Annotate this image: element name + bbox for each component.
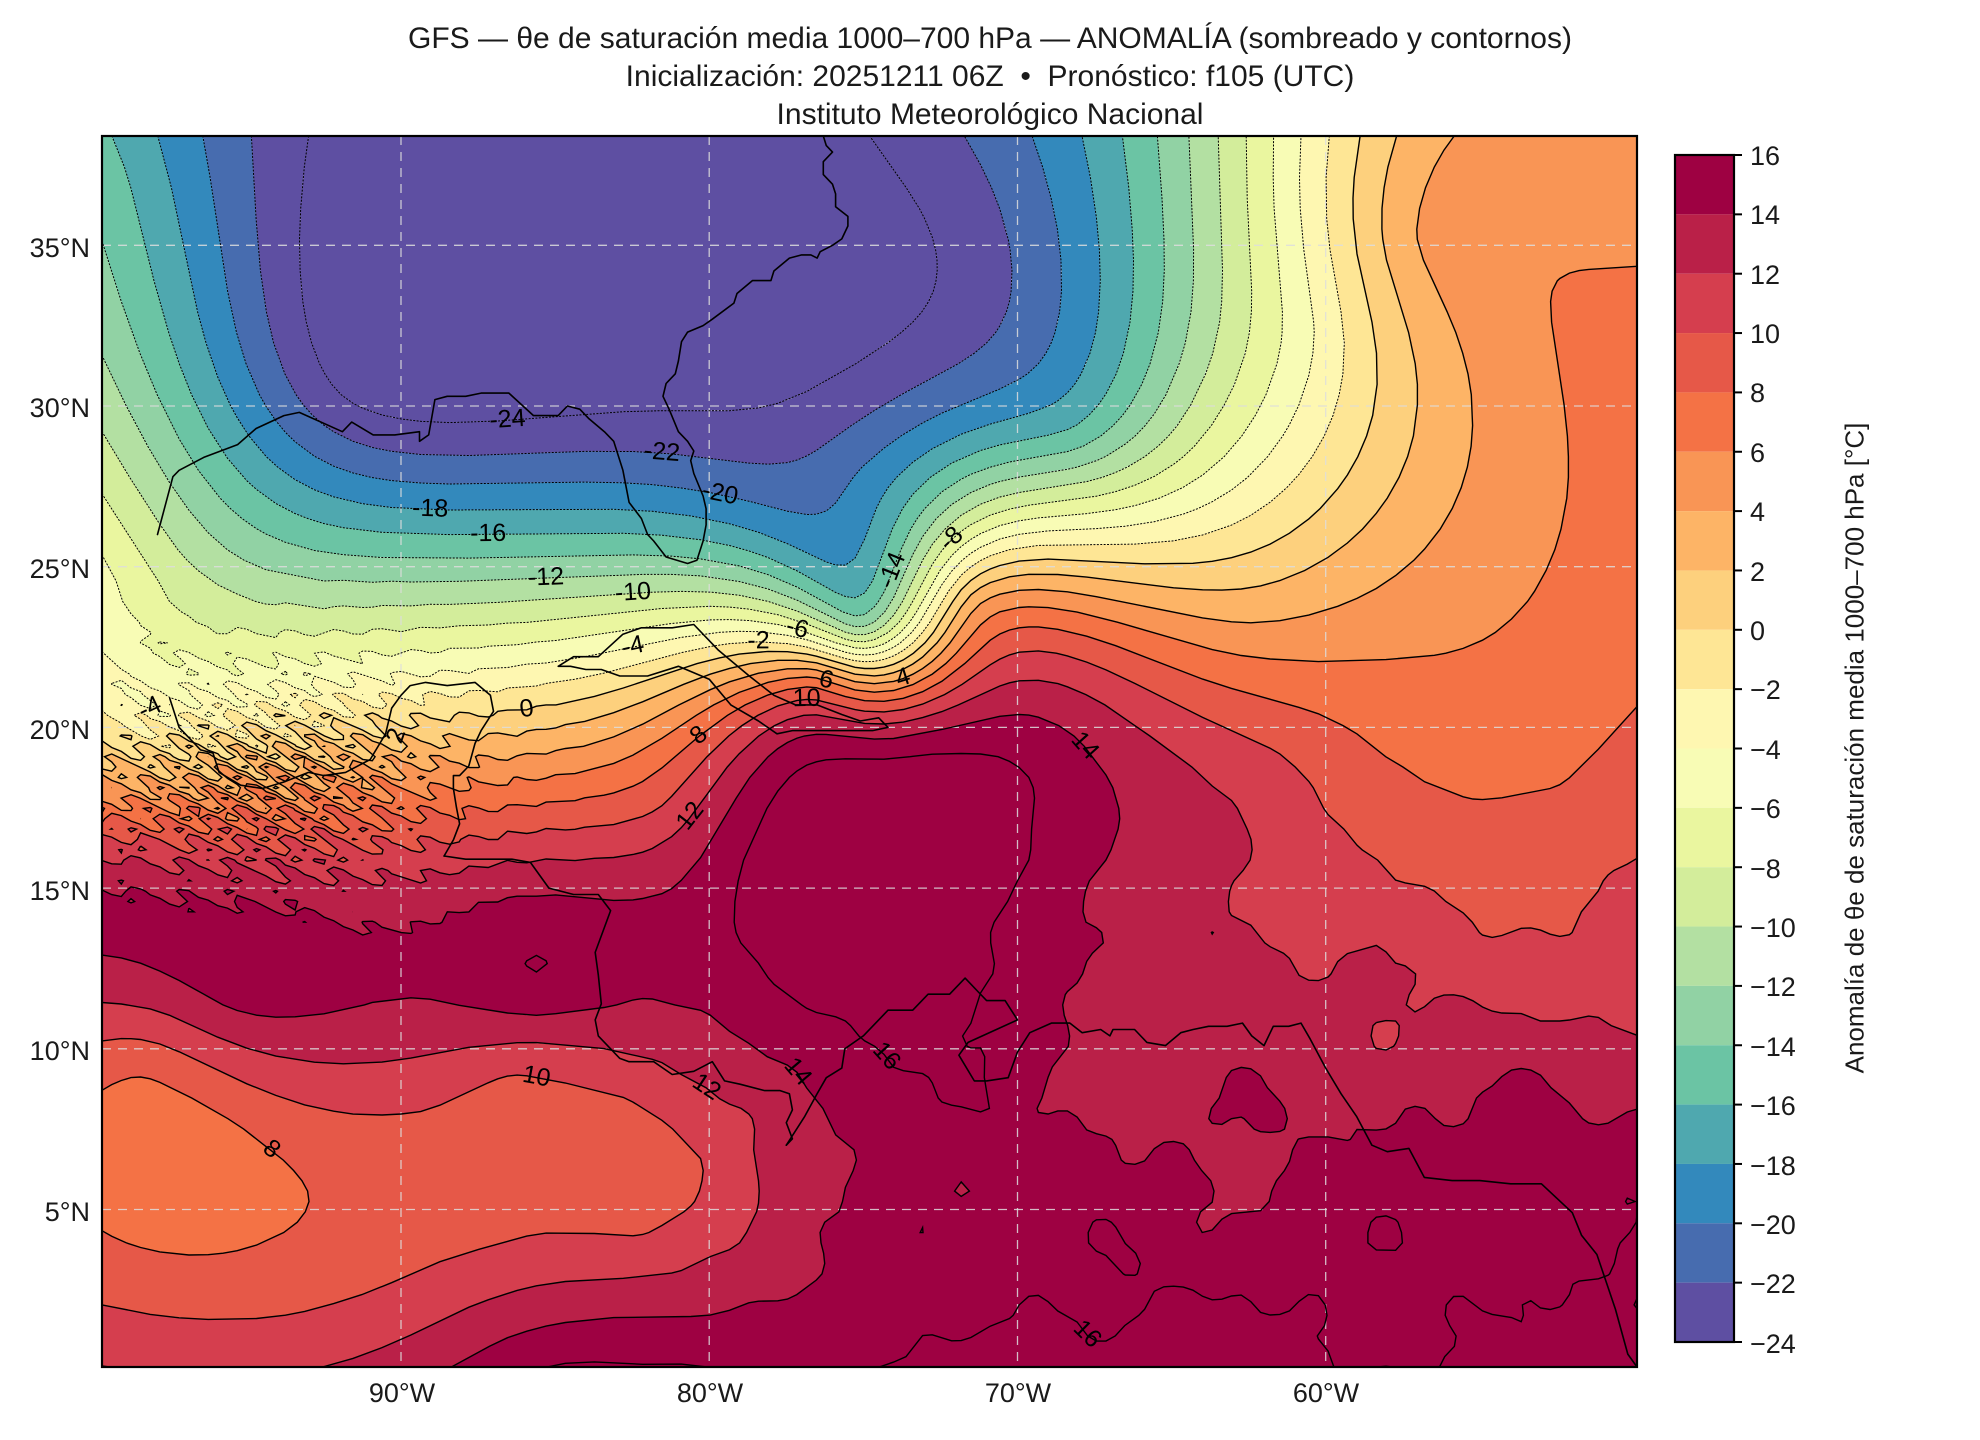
svg-text:-24: -24 bbox=[488, 404, 526, 434]
svg-text:10: 10 bbox=[792, 684, 820, 713]
svg-text:-2: -2 bbox=[747, 626, 769, 654]
svg-text:-22: -22 bbox=[643, 436, 681, 467]
svg-text:-10: -10 bbox=[614, 577, 652, 607]
svg-text:-12: -12 bbox=[527, 562, 564, 591]
svg-text:10: 10 bbox=[520, 1060, 552, 1093]
svg-text:-18: -18 bbox=[412, 494, 449, 523]
svg-text:-16: -16 bbox=[470, 519, 506, 547]
